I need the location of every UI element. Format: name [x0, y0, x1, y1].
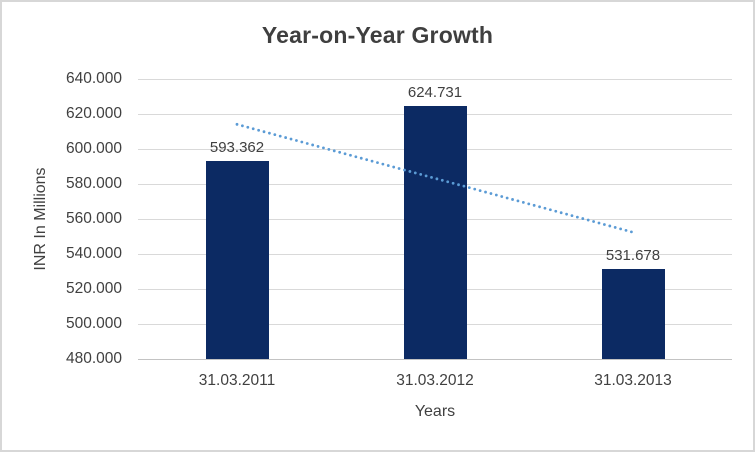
chart-title: Year-on-Year Growth	[261, 22, 494, 48]
bar-data-label: 624.731	[407, 84, 463, 101]
y-tick-label: 500.000	[65, 315, 122, 332]
bar-31.03.2011	[206, 161, 269, 359]
x-tick-label: 31.03.2013	[594, 372, 672, 389]
bar-data-label: 593.362	[209, 139, 265, 156]
y-tick-label: 600.000	[65, 140, 122, 157]
y-tick-label: 580.000	[65, 175, 122, 192]
bar-31.03.2013	[602, 269, 665, 359]
y-tick-label: 560.000	[65, 210, 122, 227]
y-tick-label: 540.000	[65, 245, 122, 262]
y-tick-label: 520.000	[65, 280, 122, 297]
gridline	[138, 79, 732, 80]
x-axis-line	[138, 359, 732, 360]
x-axis-title: Years	[414, 403, 456, 420]
y-tick-label: 620.000	[65, 105, 122, 122]
bar-data-label: 531.678	[605, 247, 661, 264]
plot-area: 593.362 624.731 531.678	[138, 79, 732, 360]
x-tick-label: 31.03.2012	[396, 372, 474, 389]
bar-31.03.2012	[404, 106, 467, 359]
y-tick-label: 480.000	[65, 350, 122, 367]
x-tick-label: 31.03.2011	[198, 372, 276, 389]
y-tick-label: 640.000	[65, 70, 122, 87]
